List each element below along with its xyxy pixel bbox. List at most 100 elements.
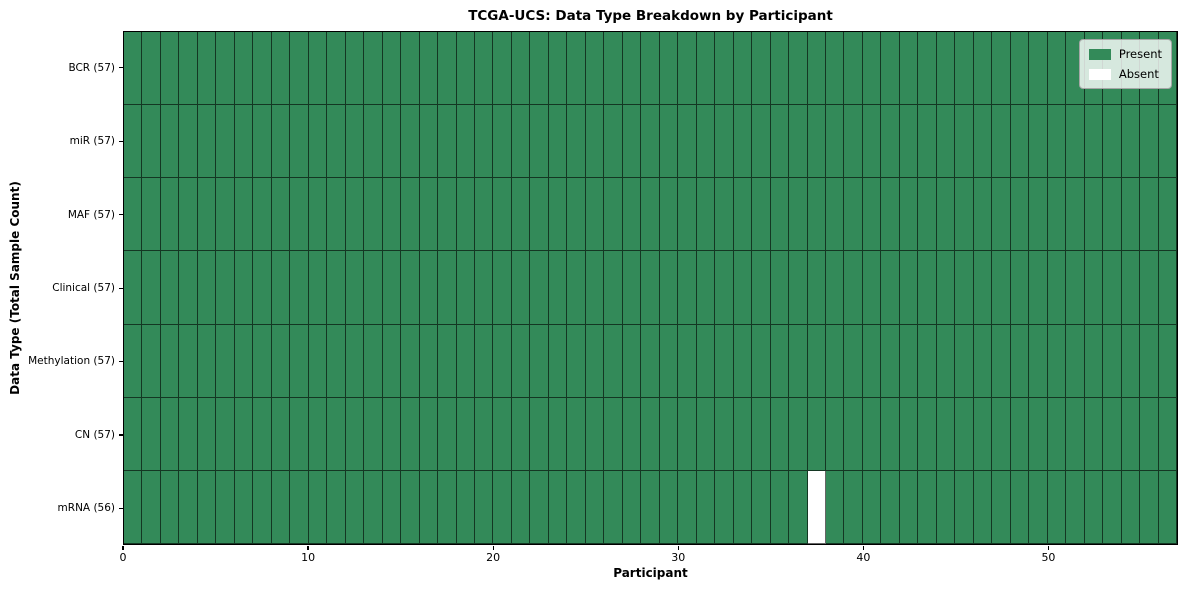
- heatmap-cell-present: [733, 251, 753, 325]
- heatmap-cell-present: [881, 105, 900, 179]
- present-swatch: [1088, 48, 1111, 60]
- heatmap-cell-present: [327, 397, 346, 471]
- heatmap-cell-present: [641, 470, 660, 544]
- heatmap-cell-present: [1158, 397, 1177, 471]
- heatmap-cell-present: [364, 32, 383, 106]
- heatmap-cell-present: [1047, 397, 1067, 471]
- heatmap-cell-present: [345, 324, 365, 398]
- heatmap-cell-present: [124, 397, 143, 471]
- heatmap-cell-present: [789, 470, 808, 544]
- heatmap-cell-present: [345, 251, 365, 325]
- heatmap-cell-present: [715, 397, 734, 471]
- heatmap-cell-present: [752, 251, 771, 325]
- heatmap-cell-present: [142, 324, 161, 398]
- heatmap-cell-present: [253, 251, 272, 325]
- legend-entry-absent: Absent: [1088, 67, 1162, 81]
- heatmap-cell-present: [548, 32, 568, 106]
- heatmap-cell-present: [530, 178, 549, 252]
- heatmap-cell-present: [327, 251, 346, 325]
- heatmap-cell-present: [826, 105, 845, 179]
- heatmap-cell-present: [1010, 397, 1030, 471]
- heatmap-cell-present: [789, 324, 808, 398]
- x-tick-mark: [122, 546, 124, 550]
- heatmap-cell-present: [1029, 397, 1048, 471]
- x-tick-mark: [1047, 546, 1050, 550]
- heatmap-cell-present: [438, 397, 457, 471]
- heatmap-cell-present: [456, 178, 475, 252]
- heatmap-cell-present: [216, 178, 235, 252]
- heatmap-cell-present: [733, 32, 753, 106]
- heatmap-cell-present: [548, 397, 568, 471]
- heatmap-cell-present: [715, 105, 734, 179]
- heatmap-cell-present: [659, 251, 679, 325]
- heatmap-cell-present: [493, 470, 512, 544]
- heatmap-cell-present: [936, 251, 956, 325]
- heatmap-cell-present: [807, 251, 826, 325]
- heatmap-cell-present: [585, 32, 605, 106]
- heatmap-cell-present: [253, 397, 272, 471]
- heatmap-cell-present: [493, 105, 512, 179]
- heatmap-cell-present: [1066, 105, 1085, 179]
- heatmap-cell-present: [678, 178, 697, 252]
- heatmap-cell-present: [622, 470, 642, 544]
- heatmap-cell-present: [382, 251, 402, 325]
- heatmap-cell-present: [1103, 470, 1122, 544]
- heatmap-cell-present: [1121, 251, 1141, 325]
- heatmap-cell-present: [142, 178, 161, 252]
- heatmap-cell-present: [216, 105, 235, 179]
- heatmap-cell-present: [401, 324, 420, 398]
- heatmap-cell-present: [899, 32, 919, 106]
- heatmap-cell-present: [179, 105, 198, 179]
- heatmap-cell-present: [678, 397, 697, 471]
- heatmap-cell-present: [1140, 178, 1159, 252]
- y-tick-label: CN (57): [74, 428, 115, 441]
- heatmap-cell-present: [1010, 324, 1030, 398]
- heatmap-cell-present: [641, 251, 660, 325]
- heatmap-cell-present: [973, 178, 993, 252]
- heatmap-cell-present: [844, 105, 863, 179]
- heatmap-cell-present: [678, 324, 697, 398]
- heatmap-cell-present: [1121, 397, 1141, 471]
- heatmap-cell-present: [1121, 324, 1141, 398]
- heatmap-cell-present: [124, 105, 143, 179]
- heatmap-cell-present: [179, 251, 198, 325]
- heatmap-cell-present: [419, 397, 439, 471]
- heatmap-cell-present: [364, 470, 383, 544]
- heatmap-cell-present: [770, 32, 790, 106]
- heatmap-cell-present: [659, 470, 679, 544]
- heatmap-cell-present: [290, 397, 309, 471]
- heatmap-cell-present: [493, 324, 512, 398]
- heatmap-cell-present: [622, 324, 642, 398]
- heatmap-cell-present: [438, 251, 457, 325]
- heatmap-cell-present: [881, 324, 900, 398]
- heatmap-cell-present: [696, 470, 716, 544]
- heatmap-cell-present: [641, 32, 660, 106]
- heatmap-cell-present: [1047, 178, 1067, 252]
- y-tick-mark: [119, 287, 123, 289]
- heatmap-cell-present: [197, 178, 217, 252]
- heatmap-cell-present: [511, 397, 531, 471]
- heatmap-cell-present: [936, 324, 956, 398]
- heatmap-cell-present: [585, 470, 605, 544]
- heatmap-cell-present: [401, 251, 420, 325]
- heatmap-cell-present: [826, 324, 845, 398]
- heatmap-cell-present: [401, 397, 420, 471]
- heatmap-cell-present: [1084, 178, 1104, 252]
- heatmap-cell-present: [419, 324, 439, 398]
- heatmap-cell-present: [456, 32, 475, 106]
- heatmap-cell-present: [641, 105, 660, 179]
- heatmap-cell-present: [770, 397, 790, 471]
- heatmap-cell-present: [789, 251, 808, 325]
- heatmap-cell-present: [899, 178, 919, 252]
- heatmap-cell-present: [271, 470, 291, 544]
- heatmap-cell-present: [585, 397, 605, 471]
- heatmap-cell-present: [826, 32, 845, 106]
- heatmap-cell-present: [659, 178, 679, 252]
- heatmap-cell-present: [271, 32, 291, 106]
- heatmap-cell-present: [844, 397, 863, 471]
- heatmap-cell-present: [881, 178, 900, 252]
- heatmap-cell-present: [1140, 324, 1159, 398]
- heatmap-cell-present: [918, 32, 937, 106]
- heatmap-cell-present: [1158, 251, 1177, 325]
- heatmap-cell-present: [364, 105, 383, 179]
